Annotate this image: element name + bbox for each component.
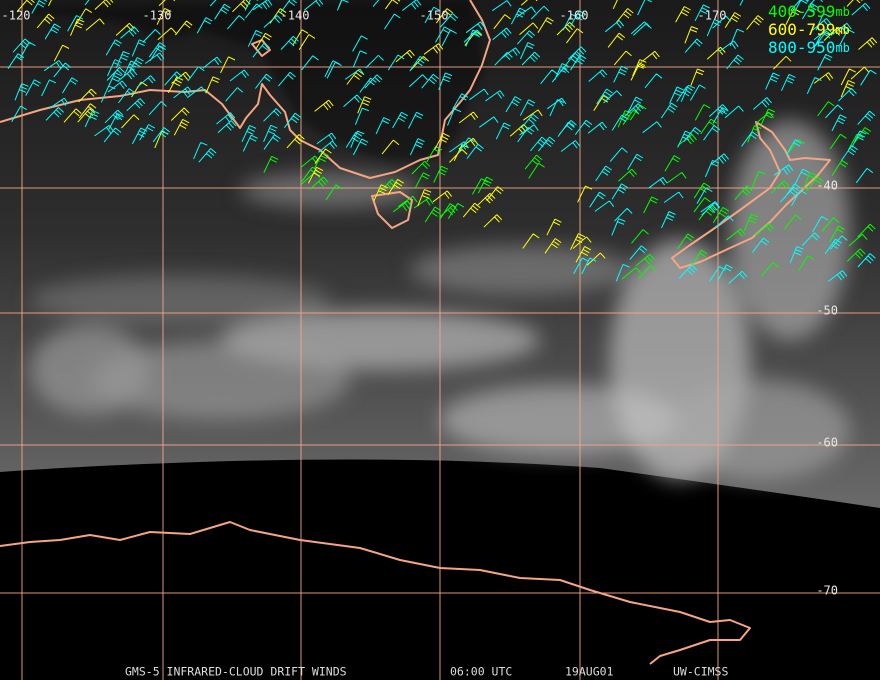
latitude-label: -60 xyxy=(816,436,838,450)
longitude-label: -120 xyxy=(2,9,31,23)
barb-group xyxy=(263,101,876,280)
footer-text: 06:00 UTC xyxy=(450,665,512,679)
legend-label: 400-599 xyxy=(768,2,835,21)
legend-unit: mb xyxy=(835,5,849,19)
longitude-label: -140 xyxy=(281,9,310,23)
latitude-label: -70 xyxy=(816,584,838,598)
latitude-label: -50 xyxy=(816,304,838,318)
footer: GMS-5 INFRARED-CLOUD DRIFT WINDS 06:00 UT… xyxy=(125,665,728,679)
barb-group xyxy=(16,0,878,266)
legend-label: 600-799 xyxy=(768,20,835,39)
legend-entry: 800-950mb xyxy=(768,38,850,57)
legend-unit: mb xyxy=(835,41,849,55)
longitude-label: -160 xyxy=(560,9,589,23)
footer-text: 19AUG01 xyxy=(565,665,614,679)
footer-text: GMS-5 INFRARED-CLOUD DRIFT WINDS xyxy=(125,665,347,679)
wind-barbs xyxy=(7,0,878,284)
legend-entry: 600-799mb xyxy=(768,20,850,39)
footer-text: UW-CIMSS xyxy=(673,665,728,679)
grid-labels: -120 -130 -140 -150 -160 -170 -40 -50 -60 -70 xyxy=(2,9,838,598)
legend-label: 800-950 xyxy=(768,38,835,57)
barb-group xyxy=(7,0,877,284)
longitude-label: -170 xyxy=(698,9,727,23)
coastlines xyxy=(0,0,831,665)
longitude-label: -130 xyxy=(143,9,172,23)
longitude-label: -150 xyxy=(420,9,449,23)
clouds xyxy=(30,120,850,480)
latitude-label: -40 xyxy=(816,179,838,193)
legend-unit: mb xyxy=(835,23,849,37)
land-shadow xyxy=(0,0,485,160)
legend-entry: 400-599mb xyxy=(768,2,850,21)
